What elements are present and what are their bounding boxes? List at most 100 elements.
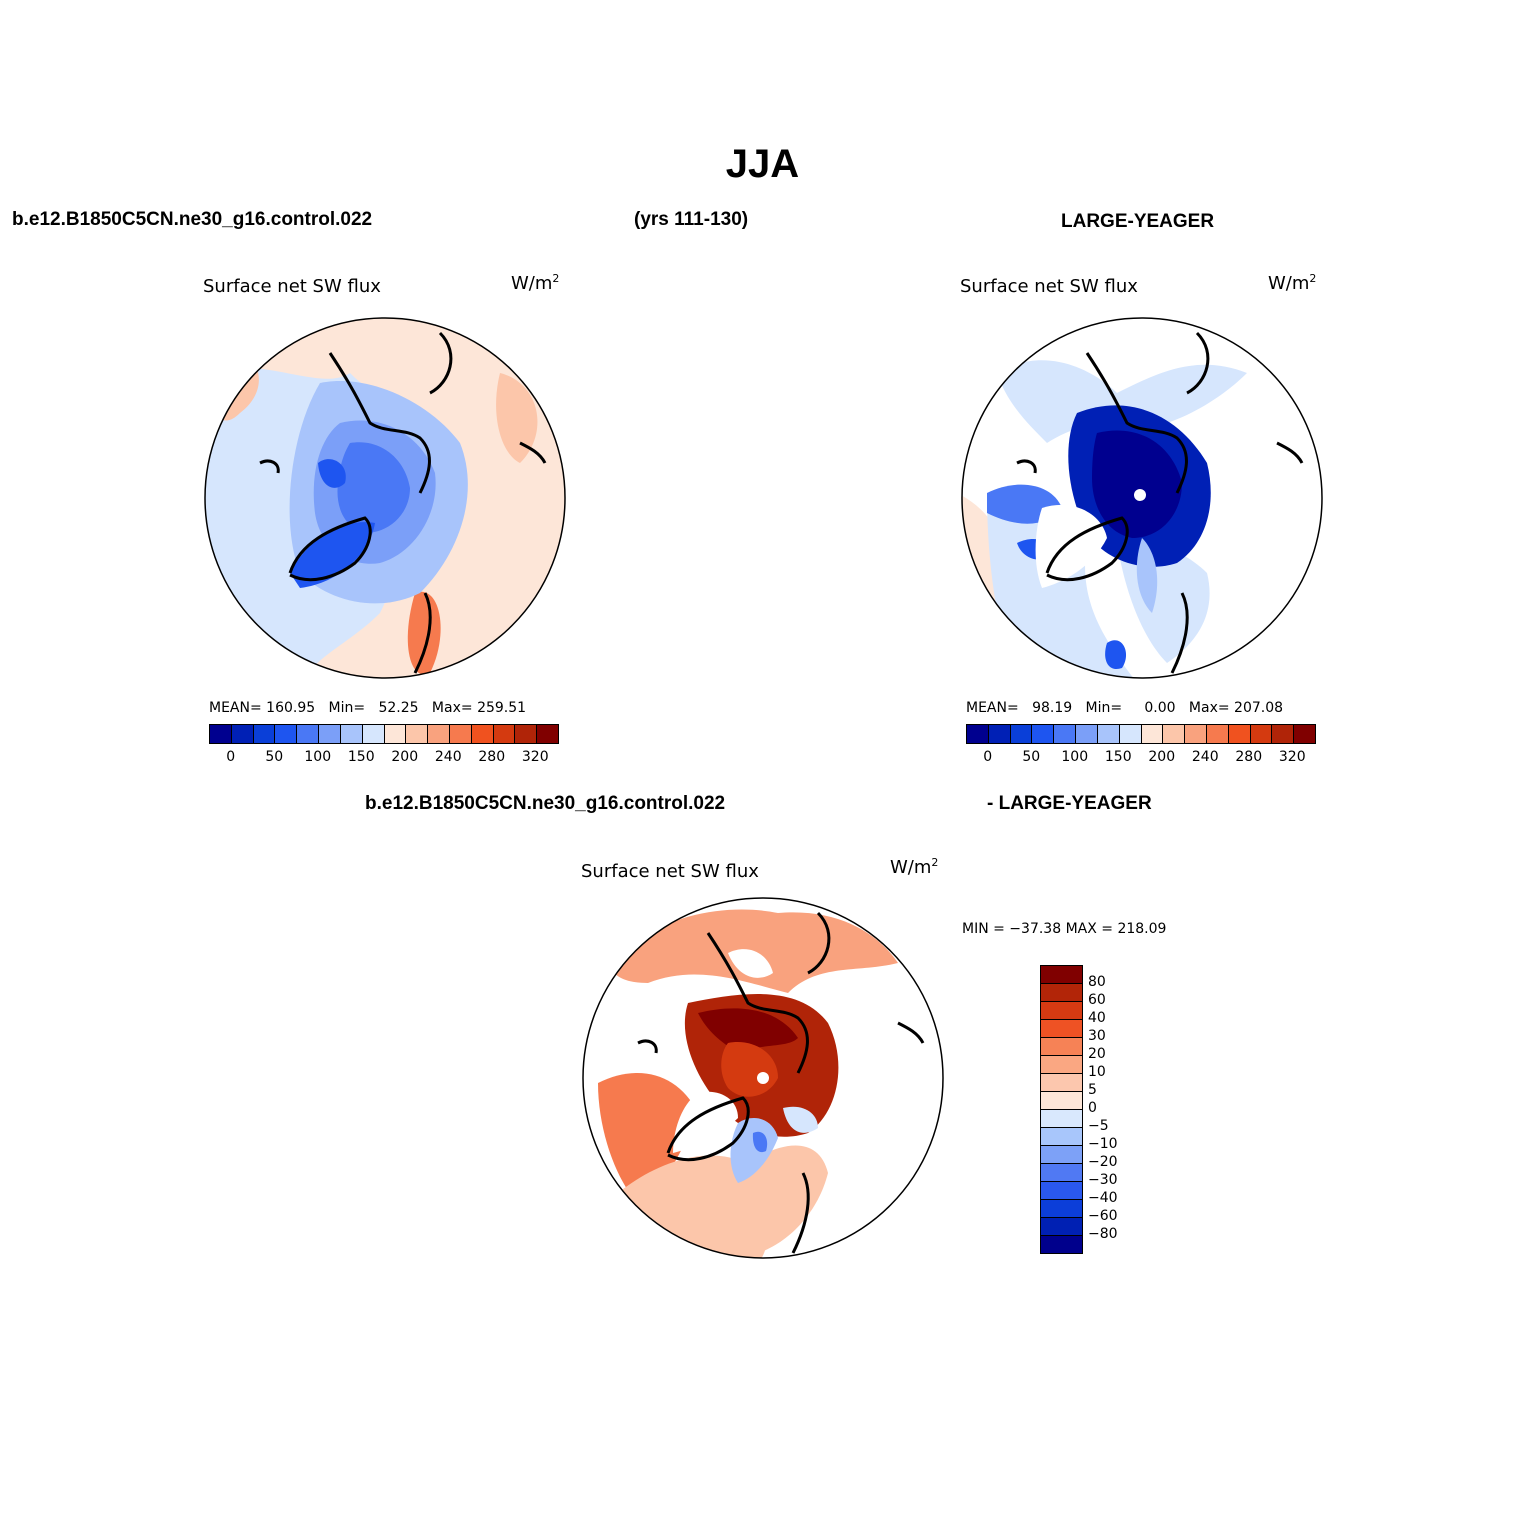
diff-units: W/m2	[890, 856, 939, 878]
diff-pole-marker	[757, 1072, 769, 1084]
panel2-field-label: Surface net SW flux	[960, 276, 1138, 297]
diff-colorbar-label: −30	[1088, 1172, 1118, 1188]
panel2-colorbar-label: 100	[1061, 749, 1089, 765]
diff-colorbar-box	[1041, 1182, 1082, 1200]
panel2-colorbar-label: 280	[1235, 749, 1263, 765]
diff-colorbar-label: 20	[1088, 1046, 1106, 1062]
panel1-colorbar-box	[253, 725, 276, 743]
years-label: (yrs 111-130)	[634, 209, 749, 230]
diff-colorbar-label: −10	[1088, 1136, 1118, 1152]
panel1-colorbar-label: 200	[391, 749, 419, 765]
panel2-colorbar-label: 50	[1022, 749, 1041, 765]
panel1-polar-map	[204, 317, 566, 679]
diff-colorbar-box	[1041, 1002, 1082, 1020]
panel2-colorbar-box	[1141, 725, 1164, 743]
panel2-colorbar-box	[967, 725, 989, 743]
diff-colorbar-box	[1041, 1110, 1082, 1128]
panel1-colorbar-box	[275, 725, 298, 743]
diff-colorbar-label: −5	[1088, 1118, 1109, 1134]
panel2-colorbar-label: 240	[1191, 749, 1219, 765]
diff-colorbar-box	[1041, 1056, 1082, 1074]
diff-colorbar-box	[1041, 1146, 1082, 1164]
panel1-units: W/m2	[511, 272, 560, 294]
panel2-colorbar-labels: 0 50 100 150 200 240 280 320	[966, 749, 1316, 769]
panel1-colorbar-box	[340, 725, 363, 743]
panel2-colorbar-box	[1272, 725, 1295, 743]
diff-colorbar-label: 40	[1088, 1010, 1106, 1026]
diff-minmax: MIN = −37.38 MAX = 218.09	[962, 921, 1167, 937]
panel1-colorbar-box	[428, 725, 450, 743]
panel2-colorbar-box	[1054, 725, 1077, 743]
panel2-colorbar-box	[1206, 725, 1229, 743]
diff-colorbar-box	[1041, 1020, 1082, 1038]
diff-colorbar-label: 80	[1088, 974, 1106, 990]
diff-colorbar-box	[1041, 1218, 1082, 1236]
diff-colorbar-label: 5	[1088, 1082, 1097, 1098]
diff-colorbar-label: 0	[1088, 1100, 1097, 1116]
diff-field-label: Surface net SW flux	[581, 861, 759, 882]
diff-colorbar-box	[1041, 1092, 1082, 1110]
panel2-colorbar-box	[1294, 725, 1315, 743]
panel2-colorbar-box	[1119, 725, 1142, 743]
diff-colorbar-label: 10	[1088, 1064, 1106, 1080]
panel1-colorbar-box	[210, 725, 232, 743]
panel2-colorbar-box	[1076, 725, 1098, 743]
panel1-colorbar	[209, 724, 559, 744]
panel1-colorbar-box	[449, 725, 472, 743]
diff-colorbar	[1040, 965, 1083, 1254]
diff-colorbar-label: 30	[1088, 1028, 1106, 1044]
panel1-colorbar-label: 0	[226, 749, 236, 765]
panel1-colorbar-box	[406, 725, 429, 743]
reference-name: LARGE-YEAGER	[1061, 211, 1215, 232]
panel2-colorbar-box	[1097, 725, 1120, 743]
case-name: b.e12.B1850C5CN.ne30_g16.control.022	[12, 209, 373, 230]
diff-reference-name: - LARGE-YEAGER	[987, 793, 1152, 814]
diff-colorbar-label: −80	[1088, 1226, 1118, 1242]
panel2-pole-marker	[1134, 489, 1146, 501]
panel1-colorbar-label: 240	[434, 749, 462, 765]
panel1-colorbar-label: 280	[478, 749, 506, 765]
diff-polar-map	[582, 897, 944, 1259]
panel2-stats: MEAN= 98.19 Min= 0.00 Max= 207.08	[966, 700, 1284, 716]
panel2-polar-map	[961, 317, 1323, 679]
panel1-colorbar-box	[515, 725, 538, 743]
panel1-colorbar-labels: 0 50 100 150 200 240 280 320	[209, 749, 559, 769]
panel2-colorbar-box	[1010, 725, 1033, 743]
diff-colorbar-label: −20	[1088, 1154, 1118, 1170]
panel2-colorbar-box	[1228, 725, 1251, 743]
diff-colorbar-label: −40	[1088, 1190, 1118, 1206]
diff-case-name: b.e12.B1850C5CN.ne30_g16.control.022	[365, 793, 726, 814]
panel2-colorbar-box	[1163, 725, 1186, 743]
panel2-colorbar-label: 150	[1104, 749, 1132, 765]
diff-colorbar-box	[1041, 1236, 1082, 1253]
panel1-colorbar-label: 320	[521, 749, 549, 765]
panel1-colorbar-box	[537, 725, 558, 743]
panel1-colorbar-label: 100	[304, 749, 332, 765]
panel1-colorbar-label: 50	[265, 749, 284, 765]
panel2-colorbar-box	[1250, 725, 1273, 743]
panel2-colorbar-label: 320	[1278, 749, 1306, 765]
panel2-colorbar-box	[988, 725, 1011, 743]
panel2-colorbar-label: 200	[1148, 749, 1176, 765]
panel1-colorbar-box	[319, 725, 341, 743]
diff-colorbar-labels: 80 60 40 30 20 10 5 0 −5 −10 −20 −30 −40 −60 −80	[1088, 965, 1178, 1265]
diff-colorbar-box	[1041, 1200, 1082, 1218]
diff-colorbar-box	[1041, 966, 1082, 984]
diff-colorbar-box	[1041, 1074, 1082, 1092]
diff-colorbar-box	[1041, 984, 1082, 1002]
panel1-colorbar-box	[297, 725, 320, 743]
panel2-units: W/m2	[1268, 272, 1317, 294]
panel2-colorbar-label: 0	[983, 749, 993, 765]
panel1-stats: MEAN= 160.95 Min= 52.25 Max= 259.51	[209, 700, 527, 716]
diff-colorbar-box	[1041, 1164, 1082, 1182]
panel1-colorbar-label: 150	[347, 749, 375, 765]
panel1-colorbar-box	[362, 725, 385, 743]
panel1-field-label: Surface net SW flux	[203, 276, 381, 297]
panel2-colorbar-box	[1185, 725, 1207, 743]
panel2-colorbar-box	[1032, 725, 1055, 743]
panel1-colorbar-box	[384, 725, 407, 743]
panel1-colorbar-box	[231, 725, 254, 743]
diff-colorbar-box	[1041, 1038, 1082, 1056]
diff-colorbar-label: −60	[1088, 1208, 1118, 1224]
panel1-colorbar-box	[493, 725, 516, 743]
